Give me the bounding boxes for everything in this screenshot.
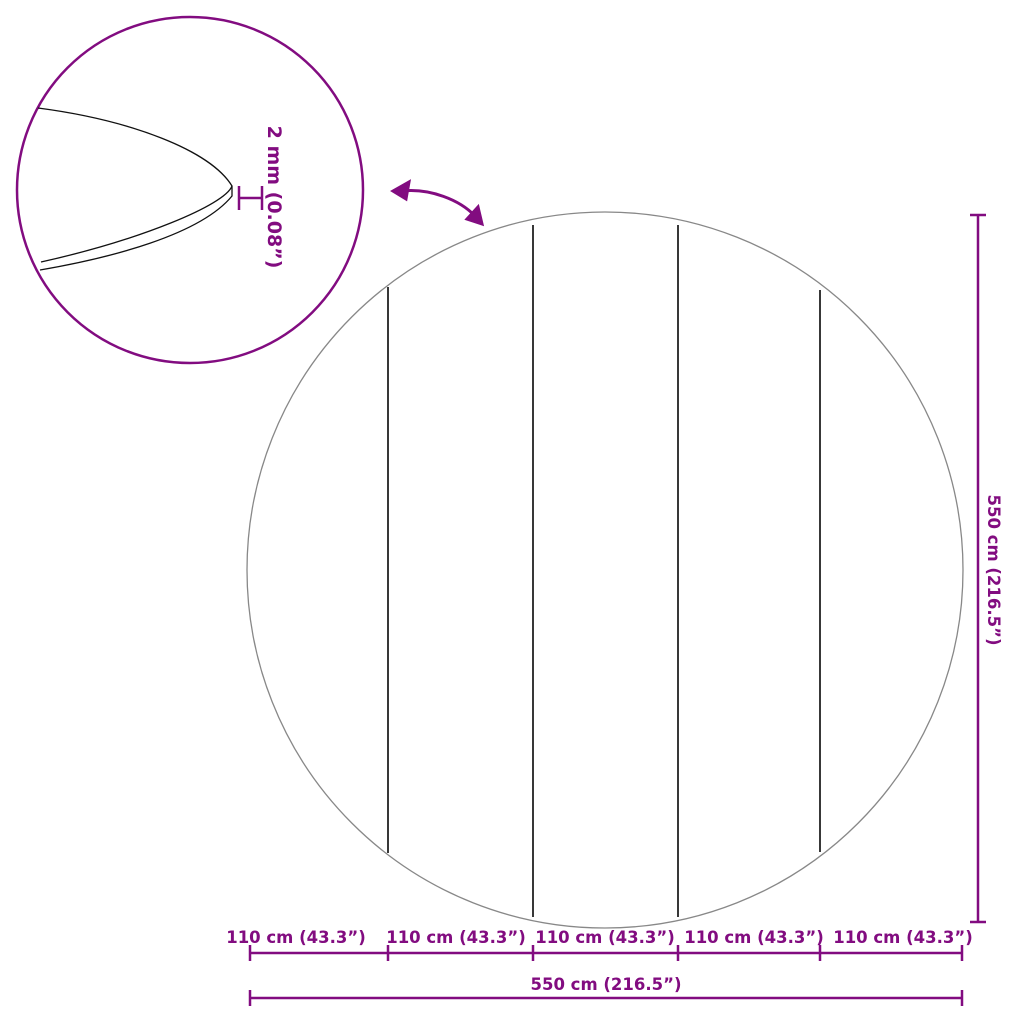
segment-label: 110 cm (43.3”) (535, 928, 675, 947)
segment-label: 110 cm (43.3”) (684, 928, 824, 947)
detail-inset (15, 15, 365, 365)
segment-label: 110 cm (43.3”) (226, 928, 366, 947)
width-dimension (248, 990, 964, 1006)
height-label: 550 cm (216.5”) (984, 494, 1003, 645)
segment-dimension (248, 945, 964, 961)
zoom-arrow-icon (390, 179, 485, 227)
cover-outline (246, 211, 964, 929)
segment-label: 110 cm (43.3”) (386, 928, 526, 947)
width-label: 550 cm (216.5”) (530, 975, 681, 994)
edge-profile (37, 107, 233, 271)
thickness-marker-icon (237, 186, 264, 210)
thickness-label: 2 mm (0.08”) (263, 126, 285, 269)
panel-seams (387, 225, 821, 917)
segment-label: 110 cm (43.3”) (833, 928, 973, 947)
height-dimension (970, 213, 986, 924)
segment-labels: 110 cm (43.3”) 110 cm (43.3”) 110 cm (43… (226, 928, 973, 947)
